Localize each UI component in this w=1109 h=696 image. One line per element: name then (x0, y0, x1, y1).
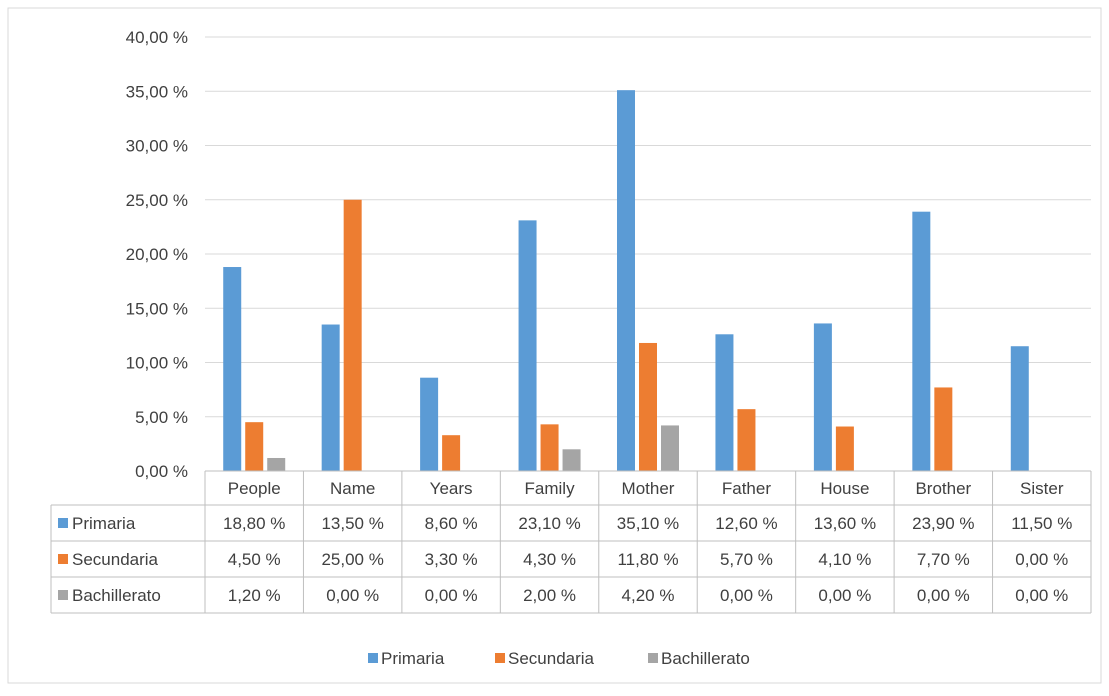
data-label: 7,70 % (917, 550, 970, 569)
table-legend-key (58, 590, 68, 600)
data-label: 0,00 % (326, 586, 379, 605)
data-label: 13,60 % (814, 514, 876, 533)
table-legend-key (58, 554, 68, 564)
x-category-label: Sister (1020, 479, 1064, 498)
y-tick-label: 20,00 % (126, 245, 188, 264)
legend-label: Secundaria (508, 649, 595, 668)
data-label: 0,00 % (720, 586, 773, 605)
data-label: 5,70 % (720, 550, 773, 569)
table-series-name: Secundaria (72, 550, 159, 569)
bar-primaria-people (223, 267, 242, 471)
data-label: 0,00 % (1015, 586, 1068, 605)
bar-primaria-mother (617, 90, 635, 471)
legend-key (495, 653, 505, 663)
data-label: 0,00 % (818, 586, 871, 605)
bar-secundaria-mother (639, 342, 657, 471)
bar-secundaria-father (737, 409, 756, 471)
data-label: 4,50 % (228, 550, 281, 569)
x-category-label: Mother (622, 479, 675, 498)
bar-secundaria-years (442, 435, 461, 471)
legend-label: Primaria (381, 649, 445, 668)
bar-bachillerato-people (267, 457, 286, 471)
data-label: 11,80 % (617, 550, 678, 569)
data-label: 12,60 % (715, 514, 777, 533)
x-category-label: Years (430, 479, 473, 498)
legend-label: Bachillerato (661, 649, 750, 668)
data-label: 4,10 % (818, 550, 871, 569)
data-label: 0,00 % (1015, 550, 1068, 569)
data-label: 25,00 % (321, 550, 383, 569)
bar-primaria-name (321, 324, 340, 471)
data-label: 23,10 % (518, 514, 580, 533)
y-tick-label: 35,00 % (126, 82, 188, 101)
bar-primaria-house (813, 323, 832, 471)
data-label: 3,30 % (425, 550, 478, 569)
data-label: 18,80 % (223, 514, 285, 533)
bar-secundaria-house (835, 426, 854, 471)
legend-key (648, 653, 658, 663)
bar-primaria-brother (912, 211, 931, 471)
bar-primaria-father (715, 334, 734, 471)
x-category-label: Family (525, 479, 576, 498)
data-label: 0,00 % (917, 586, 970, 605)
bar-secundaria-brother (934, 387, 953, 471)
y-tick-label: 0,00 % (135, 462, 188, 481)
data-label: 13,50 % (321, 514, 383, 533)
y-tick-label: 40,00 % (126, 28, 188, 47)
y-tick-label: 15,00 % (126, 299, 188, 318)
x-category-label: People (228, 479, 281, 498)
data-label: 35,10 % (617, 514, 679, 533)
legend-key (368, 653, 378, 663)
y-tick-label: 30,00 % (126, 137, 188, 156)
data-label: 11,50 % (1011, 514, 1072, 533)
data-label: 2,00 % (523, 586, 576, 605)
table-legend-key (58, 518, 68, 528)
data-label: 0,00 % (425, 586, 478, 605)
data-label: 4,20 % (622, 586, 675, 605)
x-category-label: House (820, 479, 869, 498)
bar-bachillerato-mother (661, 425, 679, 471)
data-label: 8,60 % (425, 514, 478, 533)
bar-primaria-family (518, 220, 537, 471)
table-series-name: Primaria (72, 514, 136, 533)
data-label: 4,30 % (523, 550, 576, 569)
bar-primaria-years (420, 377, 439, 471)
x-category-label: Father (722, 479, 771, 498)
bar-secundaria-name (343, 199, 362, 471)
y-tick-label: 5,00 % (135, 408, 188, 427)
bar-secundaria-family (540, 424, 559, 471)
data-label: 23,90 % (912, 514, 974, 533)
chart-frame (7, 7, 1102, 684)
table-series-name: Bachillerato (72, 586, 161, 605)
bar-secundaria-people (245, 422, 264, 471)
bar-primaria-sister (1010, 346, 1029, 471)
y-tick-label: 25,00 % (126, 191, 188, 210)
x-category-label: Name (330, 479, 375, 498)
x-category-label: Brother (915, 479, 971, 498)
data-label: 1,20 % (228, 586, 281, 605)
bar-bachillerato-family (562, 449, 581, 471)
y-tick-label: 10,00 % (126, 354, 188, 373)
